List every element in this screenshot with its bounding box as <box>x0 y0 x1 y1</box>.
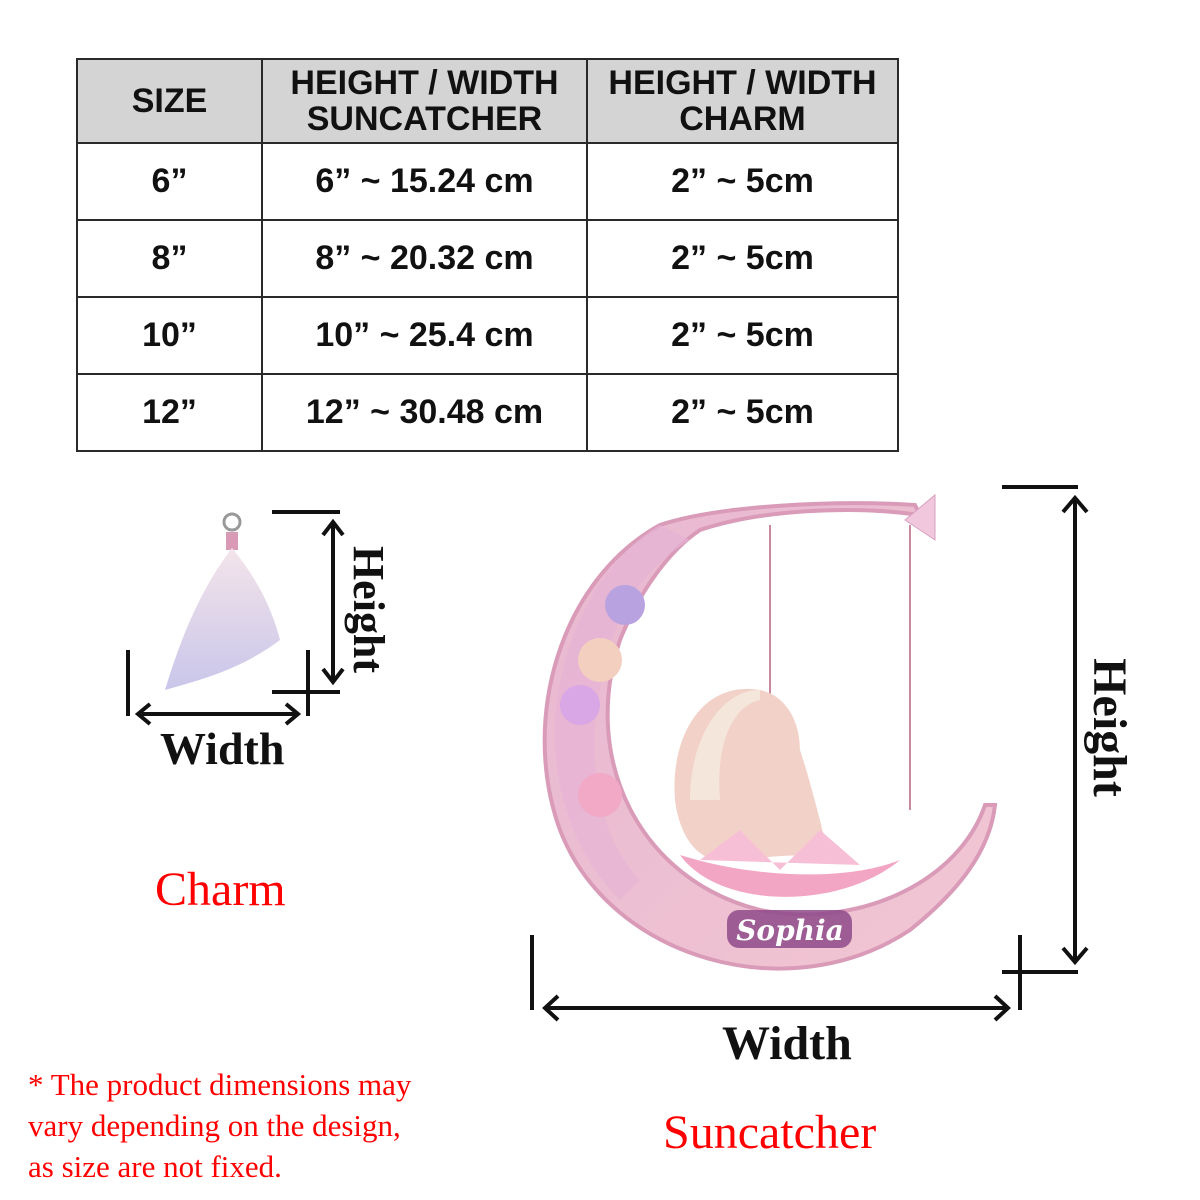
cell-suncatcher: 8” ~ 20.32 cm <box>261 219 588 298</box>
cell-size: 8” <box>76 219 263 298</box>
charm-caption: Charm <box>155 863 286 916</box>
note-line: vary depending on the design, <box>28 1108 401 1143</box>
table-row: 12” 12” ~ 30.48 cm 2” ~ 5cm <box>76 373 899 452</box>
note-line: * The product dimensions may <box>28 1067 412 1102</box>
table-header-row: SIZE HEIGHT / WIDTH SUNCATCHER HEIGHT / W… <box>76 58 899 144</box>
suncatcher-caption: Suncatcher <box>663 1106 877 1159</box>
charm-dimension-lines <box>126 510 345 726</box>
header-charm: HEIGHT / WIDTH CHARM <box>586 58 899 144</box>
cell-charm: 2” ~ 5cm <box>586 142 899 221</box>
cell-size: 6” <box>76 142 263 221</box>
charm-image <box>165 512 280 690</box>
charm-height-label: Height <box>344 545 394 674</box>
cell-suncatcher: 12” ~ 30.48 cm <box>261 373 588 452</box>
suncatcher-image: Sophia <box>542 493 998 971</box>
header-size: SIZE <box>76 58 263 144</box>
cell-charm: 2” ~ 5cm <box>586 296 899 375</box>
dimension-note: * The product dimensions may vary depend… <box>28 1064 411 1187</box>
cell-size: 10” <box>76 296 263 375</box>
suncatcher-height-label: Height <box>1082 658 1136 797</box>
table-row: 8” 8” ~ 20.32 cm 2” ~ 5cm <box>76 219 899 298</box>
note-line: as size are not fixed. <box>28 1149 282 1184</box>
cell-size: 12” <box>76 373 263 452</box>
cell-suncatcher: 6” ~ 15.24 cm <box>261 142 588 221</box>
suncatcher-name-text: Sophia <box>736 914 844 947</box>
table-row: 10” 10” ~ 25.4 cm 2” ~ 5cm <box>76 296 899 375</box>
cell-charm: 2” ~ 5cm <box>586 219 899 298</box>
size-table: SIZE HEIGHT / WIDTH SUNCATCHER HEIGHT / W… <box>76 58 899 452</box>
cell-suncatcher: 10” ~ 25.4 cm <box>261 296 588 375</box>
suncatcher-width-label: Width <box>722 1017 852 1070</box>
table-row: 6” 6” ~ 15.24 cm 2” ~ 5cm <box>76 142 899 221</box>
charm-width-label: Width <box>160 723 285 774</box>
suncatcher-dimension-lines <box>530 485 1089 1022</box>
cell-charm: 2” ~ 5cm <box>586 373 899 452</box>
header-suncatcher: HEIGHT / WIDTH SUNCATCHER <box>261 58 588 144</box>
